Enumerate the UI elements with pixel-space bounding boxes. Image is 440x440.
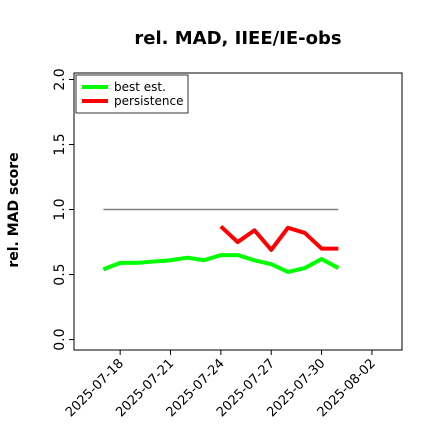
y-tick-label: 1.0 — [52, 198, 68, 220]
chart-title: rel. MAD, IIEE/IE-obs — [134, 28, 341, 49]
plot-frame — [73, 72, 403, 351]
legend-label: best est. — [114, 80, 166, 94]
series-line — [219, 224, 339, 252]
y-tick-label: 1.5 — [52, 133, 68, 155]
y-axis-label: rel. MAD score — [6, 152, 22, 267]
y-tick-label: 0.0 — [52, 328, 68, 350]
series-line — [102, 253, 340, 274]
y-tick-label: 0.5 — [52, 263, 68, 285]
legend-label: persistence — [114, 94, 183, 108]
legend-box — [75, 74, 189, 114]
y-tick-label: 2.0 — [52, 68, 68, 90]
